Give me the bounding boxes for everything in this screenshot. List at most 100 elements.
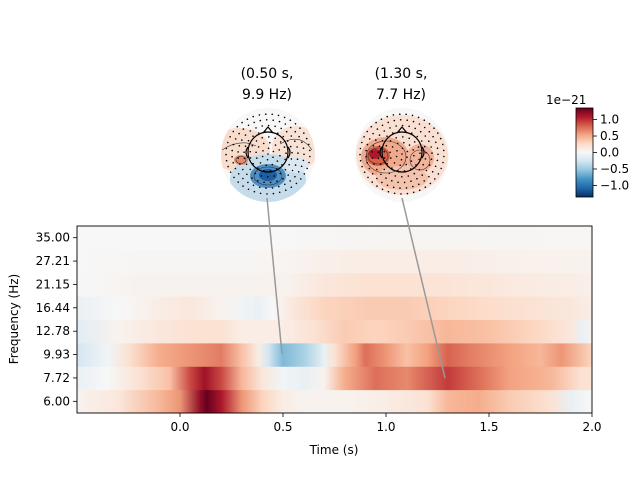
sensor-dot (232, 143, 235, 146)
sensor-dot (259, 162, 262, 164)
x-ticks: 0.0 0.5 1.0 1.5 2.0 (170, 413, 602, 434)
sensor-dot (424, 135, 427, 137)
sensor-dot (255, 127, 257, 129)
sensor-dot (296, 146, 298, 148)
sensor-dot (267, 147, 270, 150)
sensor-dot (393, 192, 396, 195)
heatmap (77, 226, 592, 414)
sensor-dot (442, 143, 444, 146)
sensor-dot (243, 157, 246, 160)
sensor-dot (430, 158, 433, 160)
sensor-dot (365, 155, 367, 158)
heatmap-row-16.44 (77, 296, 592, 321)
sensor-dot (370, 125, 373, 128)
sensor-dot (416, 135, 419, 138)
heatmap-row-7.72 (77, 366, 592, 391)
sensor-dot (252, 184, 255, 187)
sensor-dot (290, 135, 293, 137)
colorbar-tick-label: 0.0 (600, 146, 619, 160)
sensor-dot (423, 119, 426, 121)
sensor-dot (408, 125, 410, 128)
sensor-dot (261, 125, 264, 127)
sensor-dot (305, 137, 308, 140)
sensor-dot (236, 125, 239, 128)
sensor-dot (303, 173, 306, 175)
sensor-dot (430, 146, 432, 148)
sensor-dot (257, 132, 260, 134)
sensor-dot (368, 167, 371, 170)
sensor-dot (403, 181, 406, 184)
sensor-dot (377, 151, 379, 153)
sensor-dot (401, 124, 404, 127)
sensor-dot (383, 130, 386, 132)
sensor-dot (306, 167, 309, 170)
sensor-dot (418, 183, 420, 186)
sensor-dot (399, 164, 402, 167)
heatmap-row-9.93 (77, 342, 592, 367)
sensor-dot (378, 134, 381, 136)
sensor-dot (399, 119, 402, 121)
sensor-dot (363, 136, 365, 138)
sensor-dot (387, 190, 390, 193)
sensor-dot (277, 132, 279, 134)
sensor-dot (237, 151, 239, 153)
sensor-dot (258, 186, 261, 189)
sensor-dot (371, 173, 374, 175)
sensor-dot (241, 139, 243, 141)
sensor-dot (376, 177, 378, 180)
sensor-dot (418, 168, 421, 171)
sensor-dot (361, 141, 363, 144)
sensor-dot (375, 139, 377, 141)
sensor-dot (429, 182, 432, 185)
sensor-dot (283, 116, 286, 119)
sensor-dot (391, 132, 394, 134)
sensor-dot (261, 155, 264, 158)
sensor-dot (372, 145, 375, 147)
sensor-dot (255, 151, 257, 154)
sensor-dot (277, 114, 280, 117)
sensor-dot (412, 185, 414, 188)
sensor-dot (407, 175, 410, 177)
sensor-dot (266, 193, 268, 195)
sensor-dot (265, 187, 267, 189)
sensor-dot (294, 175, 296, 178)
sensor-dot (386, 135, 388, 137)
y-ticks: 6.00 7.72 9.93 12.78 16.44 21.15 27.21 35.00 (36, 231, 77, 408)
sensor-dot (380, 173, 382, 176)
sensor-dot (284, 158, 286, 161)
sensor-dot (252, 135, 254, 137)
sensor-dot (278, 149, 281, 151)
sensor-dot (400, 158, 403, 161)
sensor-dot (381, 124, 384, 127)
colorbar: 1.0 0.5 0.0 −0.5 −1.0 1e−21 (546, 93, 629, 198)
sensor-dot (255, 157, 258, 159)
heatmap-row-12.78 (77, 319, 592, 344)
sensor-dot (269, 141, 271, 144)
sensor-dot (288, 163, 291, 166)
sensor-dot (376, 185, 378, 187)
sensor-dot (234, 167, 237, 170)
sensor-dot (381, 188, 384, 191)
sensor-dot (265, 164, 268, 167)
sensor-dot (268, 136, 270, 138)
sensor-dot (419, 130, 422, 133)
sensor-dot (412, 191, 415, 194)
sensor-dot (276, 160, 279, 162)
colorbar-gradient (575, 107, 594, 198)
sensor-dot (373, 163, 375, 165)
sensor-dot (420, 140, 423, 142)
sensor-dot (229, 136, 231, 138)
sensor-dot (379, 163, 382, 166)
sensor-dot (408, 137, 411, 140)
sensor-dot (416, 177, 418, 180)
sensor-dot (361, 165, 363, 168)
sensor-dot (242, 177, 244, 180)
sensor-dot (389, 140, 392, 142)
sensor-dot (279, 141, 282, 143)
sensor-dot (276, 180, 278, 182)
sensor-dot (261, 137, 264, 139)
sensor-dot (243, 151, 245, 153)
sensor-dot (399, 113, 401, 115)
sensor-dot (437, 153, 439, 156)
sensor-dot (249, 168, 252, 171)
